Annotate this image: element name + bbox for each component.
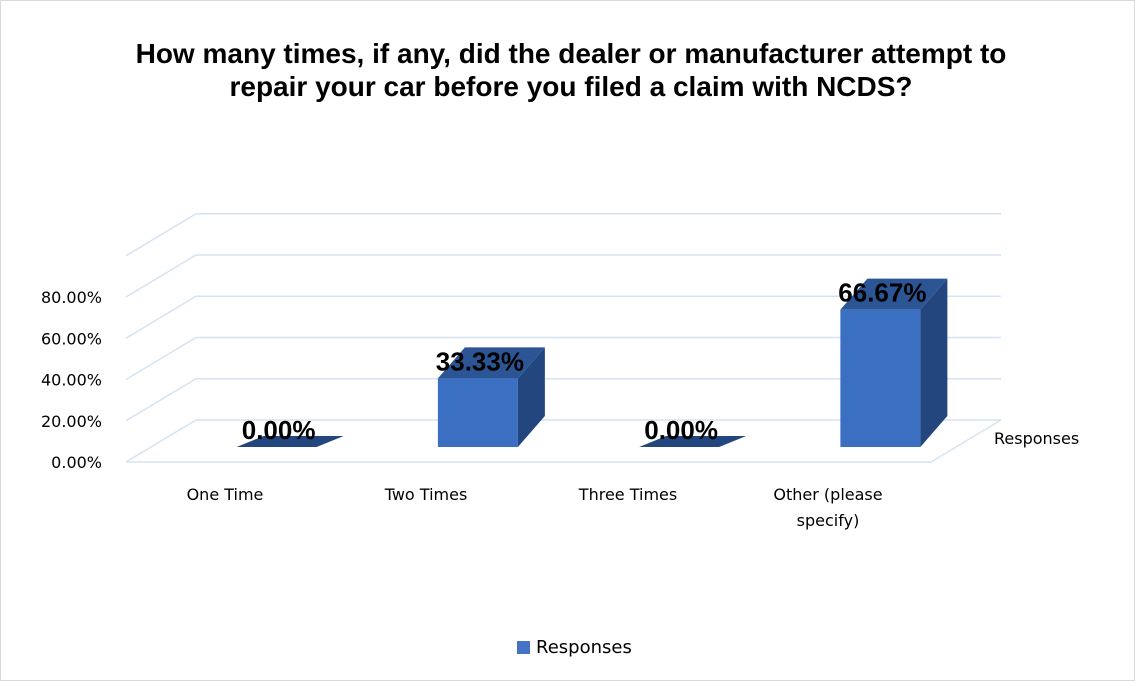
floor-right-edge <box>930 419 1002 463</box>
data-label: 0.00% <box>644 415 718 445</box>
bar-front <box>840 309 921 447</box>
bar-top <box>437 347 545 379</box>
y-tick-label: 60.00% <box>41 329 102 348</box>
x-tick-label: Three Times <box>578 485 677 504</box>
side-gridline <box>125 254 197 298</box>
x-tick-label: specify) <box>797 511 860 530</box>
chart-title: How many times, if any, did the dealer o… <box>135 38 1007 102</box>
legend: Responses <box>517 637 632 658</box>
y-tick-label: 20.00% <box>41 412 102 431</box>
side-gridline <box>125 419 197 463</box>
bar-zero <box>236 436 344 447</box>
side-gridline <box>125 378 197 422</box>
y-tick-label: 40.00% <box>41 371 102 390</box>
y-tick-label: 0.00% <box>51 453 102 472</box>
data-label: 33.33% <box>436 346 524 376</box>
legend-swatch <box>517 641 530 654</box>
bar-front <box>437 378 518 447</box>
data-label: 66.67% <box>838 278 926 308</box>
depth-axis-label: Responses <box>994 429 1079 448</box>
bar-side <box>517 347 545 447</box>
bar-zero <box>639 436 747 447</box>
x-tick-label: One Time <box>187 485 264 504</box>
bar-top <box>840 278 948 310</box>
x-tick-label: Two Times <box>384 485 468 504</box>
side-gridline <box>125 336 197 381</box>
y-tick-label: 80.00% <box>41 288 102 307</box>
bar-side <box>920 278 948 447</box>
legend-label: Responses <box>536 637 632 658</box>
side-gridline <box>125 295 197 339</box>
data-label: 0.00% <box>242 415 316 445</box>
x-tick-label: Other (please <box>773 485 882 504</box>
side-gridline <box>125 213 197 257</box>
